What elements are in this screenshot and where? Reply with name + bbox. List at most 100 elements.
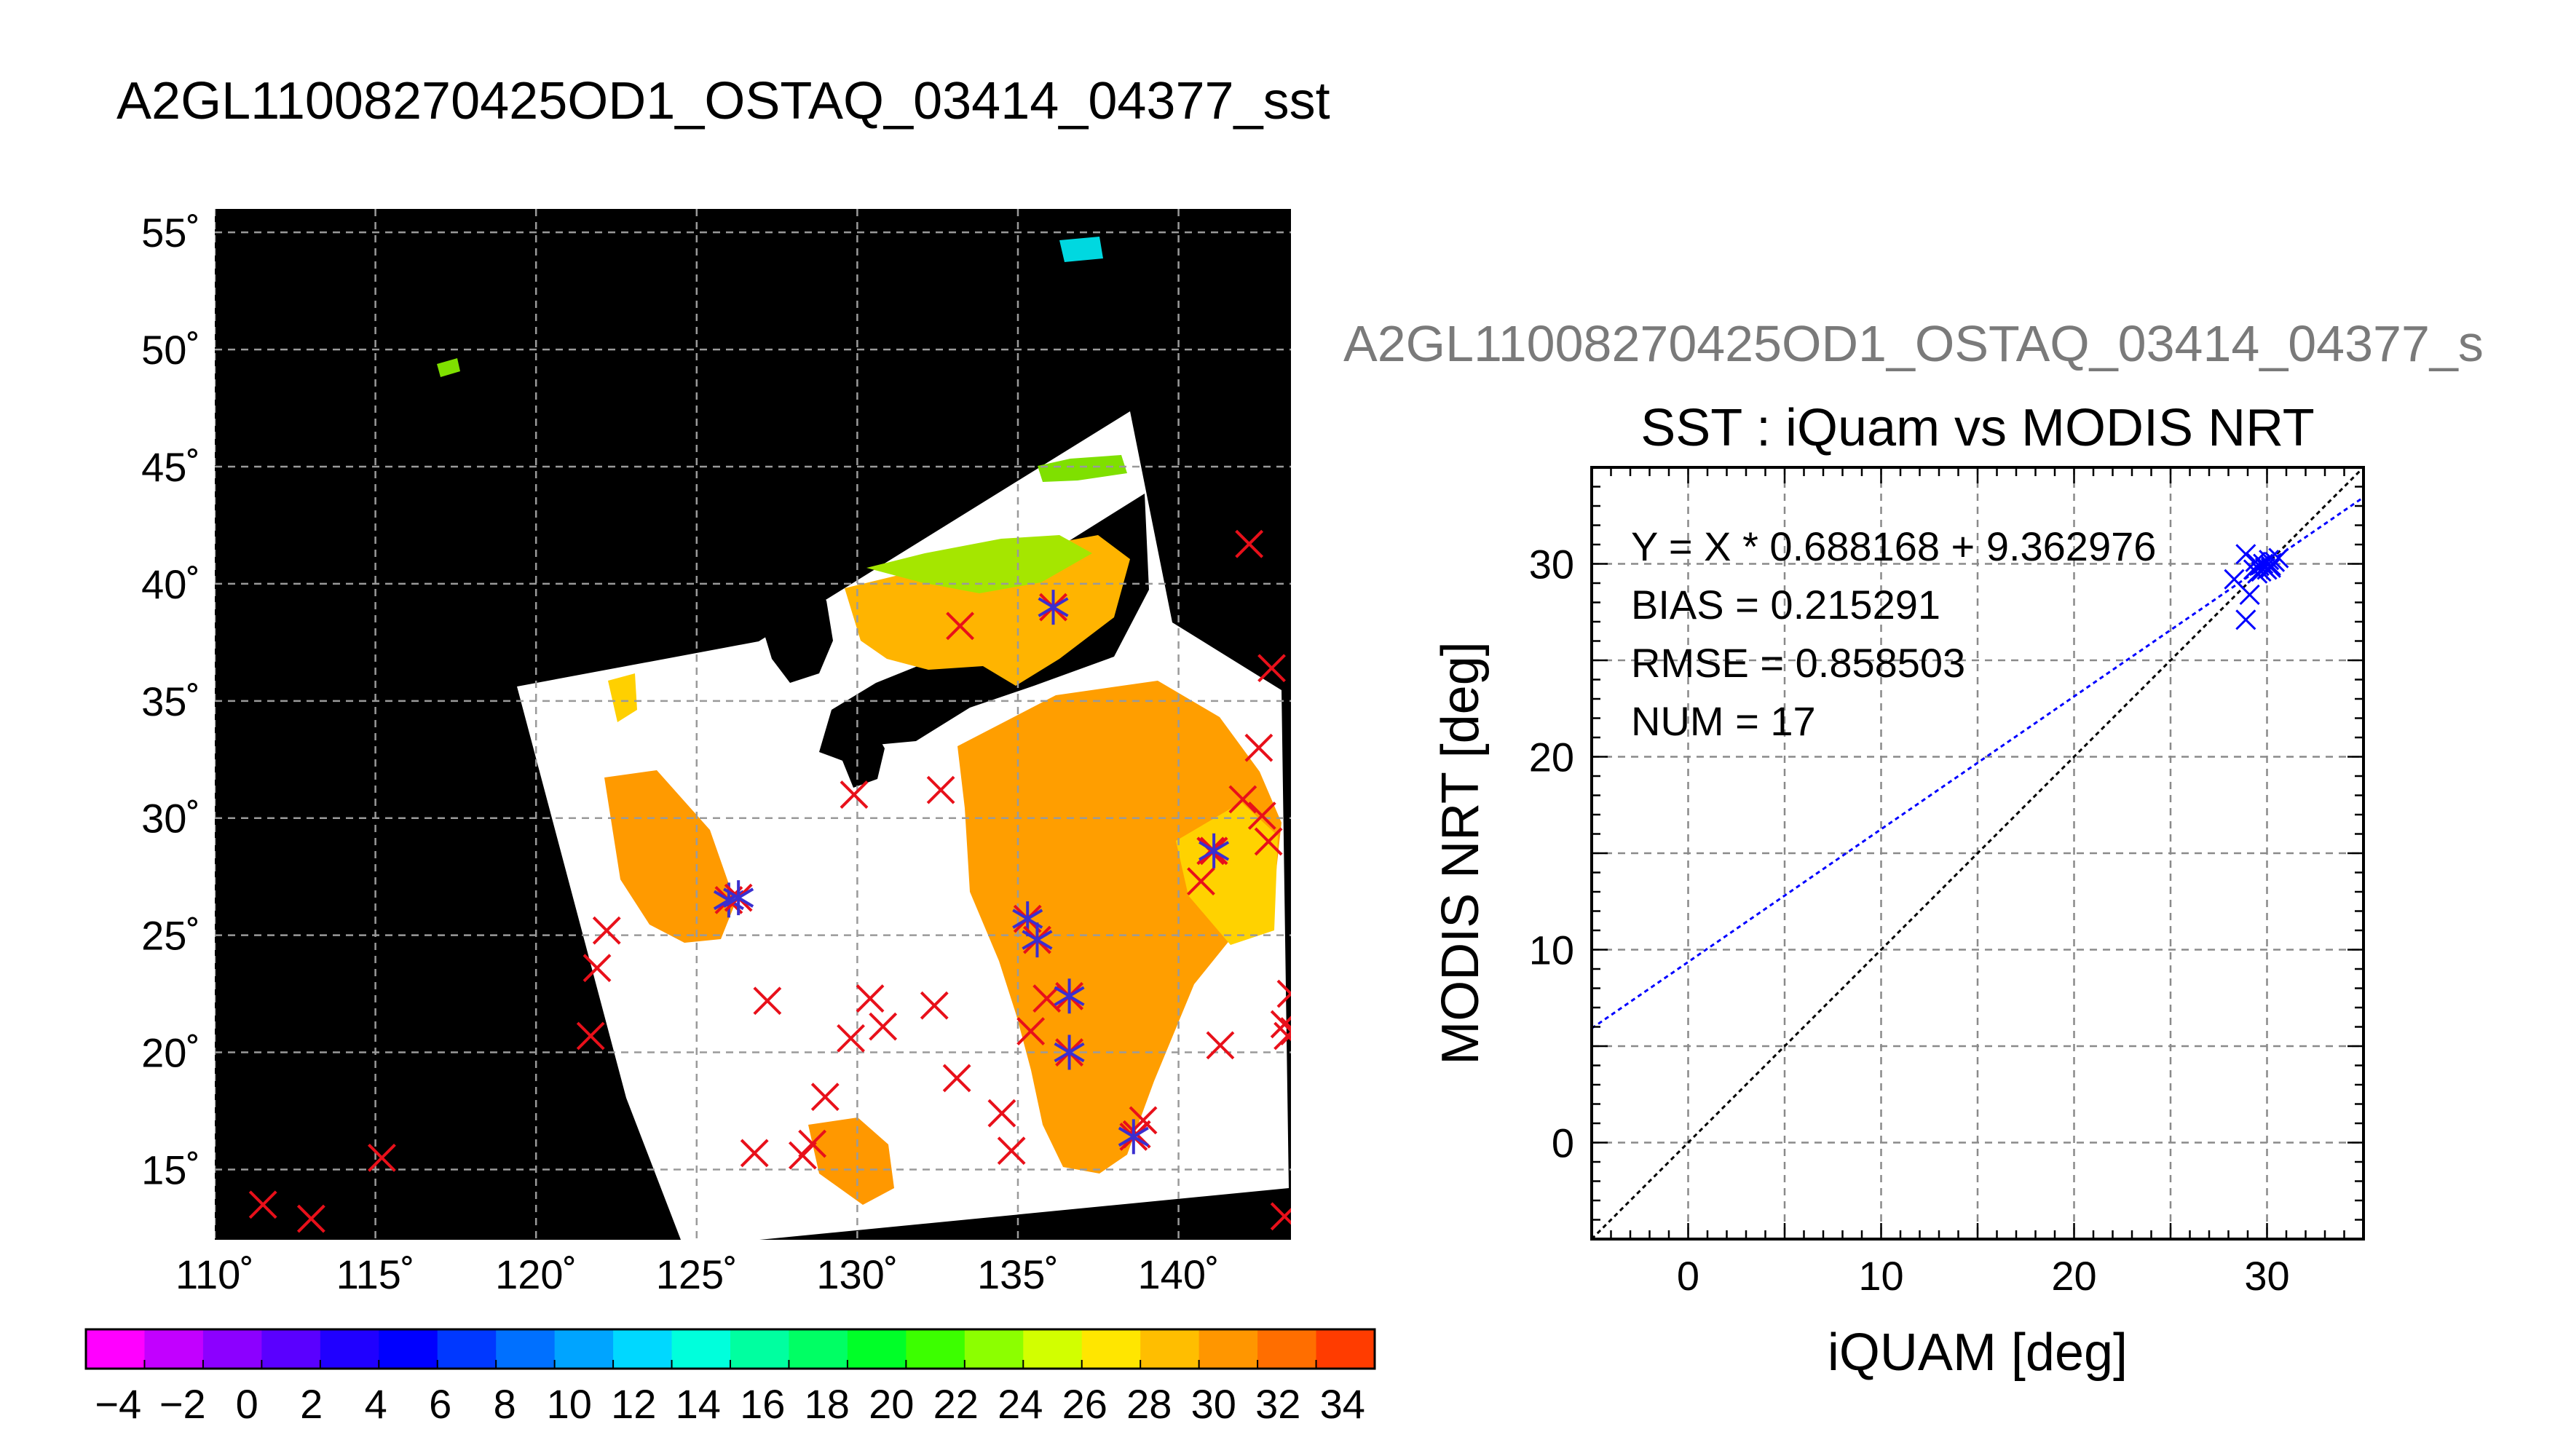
station-marker-red-x bbox=[1270, 1010, 1291, 1039]
sst-cyan-northeast bbox=[1059, 237, 1103, 262]
station-marker-red-x bbox=[856, 984, 885, 1013]
colorbar-tick-label: 34 bbox=[1320, 1381, 1365, 1427]
station-marker-red-x bbox=[1228, 785, 1257, 814]
colorbar-cell bbox=[261, 1329, 321, 1369]
scatter-y-tick-label: 10 bbox=[1529, 927, 1574, 973]
station-marker-red-x bbox=[1270, 1202, 1291, 1231]
station-marker-red-x bbox=[810, 1083, 840, 1112]
station-marker-red-x bbox=[1279, 1017, 1291, 1045]
station-marker-red-x bbox=[1254, 827, 1283, 856]
colorbar-tick-label: −4 bbox=[95, 1381, 141, 1427]
map-y-tick-label: 55˚ bbox=[141, 210, 200, 256]
scatter-x-tick-label: 20 bbox=[2051, 1253, 2096, 1299]
colorbar-cell bbox=[144, 1329, 204, 1369]
korea-peninsula bbox=[762, 574, 833, 683]
colorbar-tick-label: 28 bbox=[1126, 1381, 1172, 1427]
map-x-tick-label: 120˚ bbox=[495, 1251, 577, 1297]
colorbar-tick-label: 16 bbox=[740, 1381, 785, 1427]
station-marker-red-x bbox=[740, 1139, 769, 1168]
scatter-point bbox=[2239, 584, 2260, 605]
scatter-y-tick-label: 0 bbox=[1552, 1120, 1574, 1166]
station-marker-red-x bbox=[368, 1143, 396, 1172]
map-gridlines bbox=[215, 209, 1291, 1240]
station-marker-red-x bbox=[997, 1136, 1026, 1166]
scatter-y-tick-label: 20 bbox=[1529, 735, 1574, 780]
colorbar-tick-label: 24 bbox=[998, 1381, 1043, 1427]
station-marker-blue-star bbox=[1198, 833, 1230, 869]
scatter-title: SST : iQuam vs MODIS NRT bbox=[1640, 399, 2315, 457]
scatter-point bbox=[2235, 544, 2256, 565]
station-marker-red-x bbox=[248, 1190, 277, 1219]
colorbar-cell bbox=[906, 1329, 965, 1369]
colorbar-tick-label: 22 bbox=[933, 1381, 979, 1427]
colorbar-tick-label: 26 bbox=[1062, 1381, 1107, 1427]
station-marker-blue-star bbox=[1012, 901, 1043, 937]
scatter-y-tick-label: 30 bbox=[1529, 542, 1574, 587]
colorbar-cells bbox=[84, 1328, 1376, 1370]
map-y-tick-label: 40˚ bbox=[141, 561, 200, 607]
colorbar-cell bbox=[1198, 1329, 1258, 1369]
colorbar-cell bbox=[789, 1329, 848, 1369]
station-marker-red-x bbox=[1235, 529, 1264, 558]
map-y-tick-label: 15˚ bbox=[141, 1147, 200, 1192]
map-x-tick-label: 115˚ bbox=[336, 1251, 415, 1297]
scatter-x-tick-label: 10 bbox=[1858, 1253, 1903, 1299]
map-x-tick-label: 130˚ bbox=[816, 1251, 898, 1297]
colorbar-cell bbox=[613, 1329, 673, 1369]
sst-green-north bbox=[866, 535, 1092, 593]
colorbar-tick-label: 0 bbox=[236, 1381, 258, 1427]
station-marker-red-x bbox=[946, 612, 974, 641]
station-marker-red-x bbox=[788, 1141, 817, 1170]
main-title: A2GL11008270425OD1_OSTAQ_03414_04377_sst bbox=[117, 72, 1330, 130]
scatter-x-tick-labels: 0 10 20 30 bbox=[1677, 1253, 2290, 1299]
colorbar-tick-label: 20 bbox=[869, 1381, 914, 1427]
scatter-y-tick-labels: 0 10 20 30 bbox=[1529, 542, 1574, 1166]
map-y-tick-labels: 55˚ 50˚ 45˚ 40˚ 35˚ 30˚ 25˚ 20˚ 15˚ bbox=[141, 210, 200, 1192]
map-data-layer bbox=[437, 237, 1289, 1240]
map-x-tick-label: 125˚ bbox=[656, 1251, 738, 1297]
regression-fit-line bbox=[1592, 496, 2364, 1029]
sst-orange-pacific bbox=[957, 681, 1282, 1174]
station-marker-blue-star bbox=[1118, 1119, 1149, 1155]
colorbar-tick-label: 32 bbox=[1255, 1381, 1300, 1427]
scatter-point bbox=[2260, 555, 2281, 577]
scatter-gridlines bbox=[1592, 467, 2364, 1239]
colorbar-cell bbox=[671, 1329, 731, 1369]
map-x-tick-label: 135˚ bbox=[977, 1251, 1059, 1297]
colorbar-tick-label: 6 bbox=[429, 1381, 451, 1427]
map-y-tick-label: 25˚ bbox=[141, 913, 200, 959]
colorbar-cell bbox=[730, 1329, 790, 1369]
station-marker-red-x bbox=[576, 1021, 605, 1051]
station-marker-red-x bbox=[583, 954, 612, 983]
colorbar-cell bbox=[379, 1329, 438, 1369]
map-x-tick-label: 110˚ bbox=[175, 1251, 254, 1297]
scatter-y-label: MODIS NRT [deg] bbox=[1431, 641, 1490, 1065]
colorbar-cell bbox=[1140, 1329, 1200, 1369]
map-station-markers-blue bbox=[713, 590, 1230, 1155]
colorbar-cell bbox=[1257, 1329, 1317, 1369]
station-marker-red-x bbox=[1032, 984, 1062, 1013]
scatter-frame bbox=[1590, 466, 2365, 1241]
colorbar-tick-label: 30 bbox=[1191, 1381, 1236, 1427]
kyushu-island bbox=[840, 713, 885, 788]
map-y-tick-label: 50˚ bbox=[141, 327, 200, 373]
map-x-tick-labels: 110˚ 115˚ 120˚ 125˚ 130˚ 135˚ 140˚ bbox=[175, 1251, 1220, 1297]
sst-green-northwest bbox=[437, 358, 460, 377]
colorbar-tick-labels: −4 −2 0 2 4 6 8 10 12 14 16 18 20 22 24 26 28 30 32 34 bbox=[95, 1381, 1365, 1427]
station-marker-blue-star bbox=[1054, 978, 1085, 1014]
map-x-tick-label: 140˚ bbox=[1138, 1251, 1220, 1297]
station-marker-red-x bbox=[1244, 733, 1273, 762]
colorbar-tick-label: 12 bbox=[611, 1381, 656, 1427]
colorbar-cell bbox=[320, 1329, 379, 1369]
scatter-point bbox=[2260, 557, 2281, 578]
colorbar-frame bbox=[84, 1328, 1376, 1370]
map-y-tick-label: 45˚ bbox=[141, 444, 200, 490]
station-marker-red-x bbox=[1276, 979, 1291, 1008]
station-marker-red-x bbox=[942, 1064, 971, 1093]
scatter-annotation: BIAS = 0.215291 bbox=[1631, 582, 1940, 628]
station-marker-red-x bbox=[798, 1129, 827, 1158]
colorbar-cell bbox=[1081, 1329, 1141, 1369]
scatter-annotation: NUM = 17 bbox=[1631, 698, 1816, 744]
scatter-x-tick-label: 0 bbox=[1677, 1253, 1699, 1299]
